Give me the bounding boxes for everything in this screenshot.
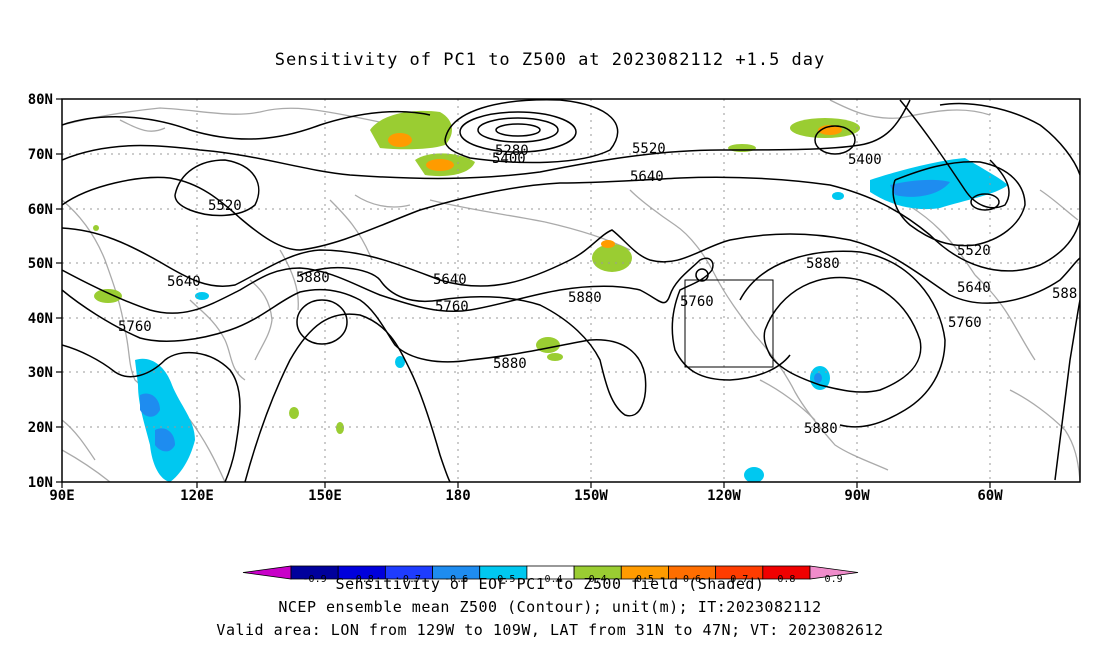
contour-label: 5520 xyxy=(208,198,242,214)
lat-label: 50N xyxy=(28,256,53,272)
lat-label: 20N xyxy=(28,420,53,436)
contour-label: 5880 xyxy=(806,256,840,272)
contour-label: 5880 xyxy=(296,270,330,286)
contour-label: 5280 xyxy=(495,143,529,159)
colorbar-tick-label: -0.8 xyxy=(350,574,374,585)
colorbar-tick-label: -0.5 xyxy=(491,574,515,585)
footer-line-3: Valid area: LON from 129W to 109W, LAT f… xyxy=(216,621,884,639)
lat-label: 70N xyxy=(28,147,53,163)
contour-label: 5520 xyxy=(632,141,666,157)
colorbar-tick-label: 0.6 xyxy=(683,574,701,585)
lat-label: 60N xyxy=(28,202,53,218)
lon-label: 90E xyxy=(49,488,74,504)
contour-label: 588 xyxy=(1052,286,1077,302)
colorbar-tick-label: 0.8 xyxy=(777,574,795,585)
colorbar-tick-label: -0.6 xyxy=(444,574,468,585)
colorbar xyxy=(242,565,859,580)
footer-line-1: Sensitivity of EOF PC1 to Z500 field (Sh… xyxy=(335,575,765,593)
colorbar-tick-label: 0.7 xyxy=(730,574,748,585)
contour-label: 5760 xyxy=(435,299,469,315)
colorbar-tick-labels: -0.9 -0.8 -0.7 -0.6 -0.5 -0.4 0.4 0.5 0.6 0.7 0.8 0… xyxy=(303,574,843,585)
z500-contours xyxy=(62,99,1080,482)
valid-area-box xyxy=(684,279,774,368)
contour-label: 5760 xyxy=(118,319,152,335)
lat-label: 40N xyxy=(28,311,53,327)
lon-label: 150E xyxy=(308,488,342,504)
lat-label: 80N xyxy=(28,92,53,108)
contour-label: 5760 xyxy=(948,315,982,331)
contour-label: 5400 xyxy=(492,151,526,167)
contour-label: 5640 xyxy=(957,280,991,296)
axis-ticks xyxy=(56,98,991,488)
colorbar-tick-label: -0.4 xyxy=(538,574,562,585)
lon-label: 90W xyxy=(844,488,870,504)
contour-label: 5640 xyxy=(433,272,467,288)
lon-label: 120W xyxy=(707,488,741,504)
lon-label: 180 xyxy=(445,488,470,504)
colorbar-tick-label: 0.4 xyxy=(589,574,607,585)
contour-label: 5760 xyxy=(680,294,714,310)
colorbar-segment xyxy=(809,565,859,580)
contour-labels: 5280 5400 5520 5640 5400 5520 5640 5760 … xyxy=(118,141,1077,437)
contour-label: 5640 xyxy=(167,274,201,290)
lon-label: 60W xyxy=(977,488,1003,504)
lon-label: 120E xyxy=(180,488,214,504)
lon-label: 150W xyxy=(574,488,608,504)
plot-frame xyxy=(61,98,1081,483)
contour-label: 5880 xyxy=(493,356,527,372)
sensitivity-shading xyxy=(93,110,1008,482)
colorbar-tick-label: -0.9 xyxy=(303,574,327,585)
colorbar-tick-label: 0.9 xyxy=(825,574,843,585)
lat-label: 30N xyxy=(28,365,53,381)
colorbar-tick-label: 0.5 xyxy=(636,574,654,585)
contour-label: 5520 xyxy=(957,243,991,259)
contour-label: 5640 xyxy=(630,169,664,185)
contour-label: 5880 xyxy=(804,421,838,437)
lat-label: 10N xyxy=(28,475,53,491)
contour-label: 5880 xyxy=(568,290,602,306)
latitude-labels: 80N 70N 60N 50N 40N 30N 20N 10N xyxy=(28,92,53,491)
colorbar-tick-label: -0.7 xyxy=(397,574,421,585)
contour-label: 5400 xyxy=(848,152,882,168)
footer-line-2: NCEP ensemble mean Z500 (Contour); unit(… xyxy=(278,598,822,616)
map-title: Sensitivity of PC1 to Z500 at 2023082112… xyxy=(274,50,826,70)
longitude-labels: 90E 120E 150E 180 150W 120W 90W 60W xyxy=(49,488,1003,504)
